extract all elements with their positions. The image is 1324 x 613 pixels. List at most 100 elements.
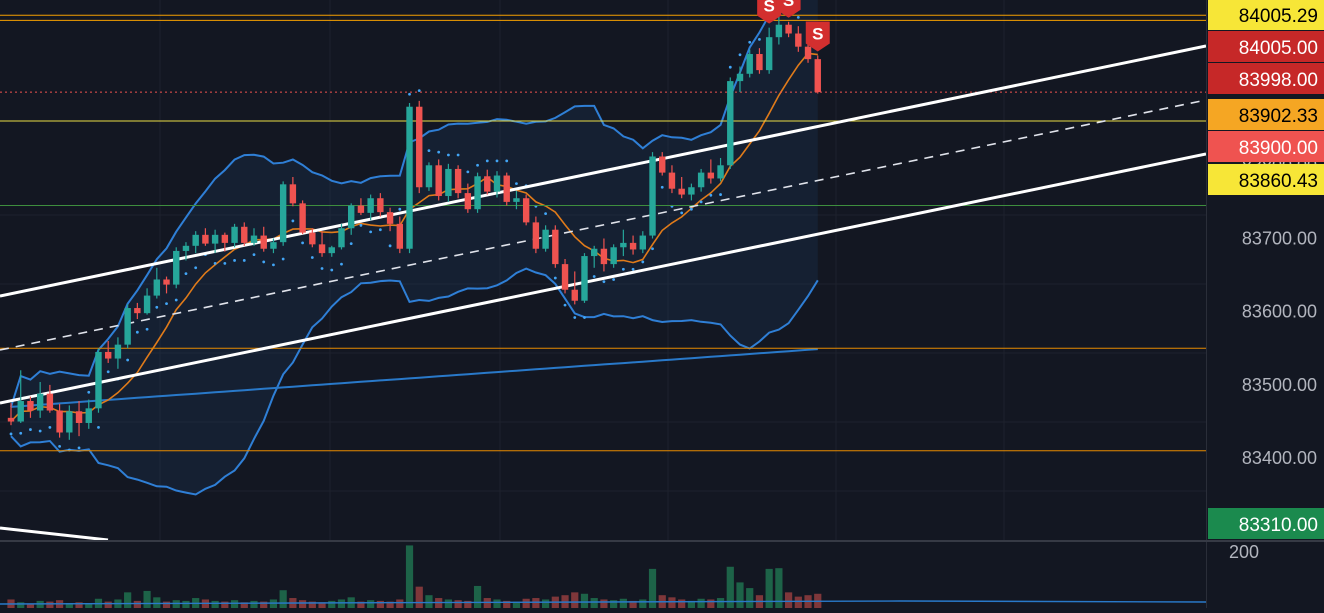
volume-chart-svg [0, 545, 1207, 608]
candle-body [513, 198, 520, 202]
candle-body [561, 264, 569, 290]
sar-dot [602, 280, 606, 284]
candle-body [7, 417, 15, 422]
candle [309, 228, 316, 248]
price-tag-box [1208, 99, 1324, 130]
sar-dot [19, 431, 23, 435]
volume-bar [328, 600, 336, 608]
volume-bar [405, 545, 414, 608]
sar-dot [242, 259, 246, 262]
volume-bar [143, 590, 151, 608]
candle [591, 245, 598, 268]
candle-body [75, 411, 83, 423]
volume-moving-average [0, 600, 1207, 605]
candle-body [386, 212, 394, 224]
price-tag: 83310.00 [1208, 508, 1324, 539]
channel-lower-line [0, 152, 1207, 405]
price-tick-label: 83500.00 [1242, 375, 1317, 395]
volume-bar [668, 597, 676, 608]
sell-signals: S SS [757, 0, 830, 52]
candle-body [211, 234, 219, 244]
candle-body [610, 247, 617, 265]
volume-bar [415, 586, 423, 608]
candle-body [435, 165, 442, 197]
candle-body [27, 401, 34, 411]
channel-middle-line [0, 99, 1207, 351]
candle [163, 276, 170, 294]
regression-channel [0, 44, 1207, 542]
price-tag-label: 83860.43 [1239, 171, 1318, 192]
candle-body [114, 344, 122, 359]
candle-body [270, 242, 277, 249]
candle [600, 238, 608, 272]
sar-dot [301, 241, 304, 245]
candle-body [542, 229, 549, 249]
candle-body [416, 106, 423, 188]
sar-dot [476, 163, 479, 167]
sar-dot [641, 260, 645, 264]
candle-body [532, 222, 540, 249]
volume-bar [299, 600, 307, 608]
volume-bar [794, 596, 802, 608]
candle [299, 200, 306, 235]
candle [620, 229, 627, 257]
candle-body [785, 24, 792, 34]
candle-body [795, 33, 802, 47]
candle-body [522, 198, 530, 223]
sar-dot [58, 445, 61, 448]
candle [814, 55, 821, 94]
candle-body [279, 184, 287, 243]
sar-dot [796, 16, 800, 19]
price-tag-box [1208, 31, 1324, 62]
sar-dot [456, 153, 460, 157]
volume-bar [687, 600, 695, 608]
candle [66, 405, 73, 440]
candle [678, 176, 685, 199]
candle-body [620, 242, 627, 248]
price-tag-box [1208, 0, 1324, 30]
sar-dot [544, 212, 547, 216]
volume-bar [571, 592, 579, 608]
candle [484, 169, 491, 195]
sar-dot [378, 228, 382, 232]
candle [173, 247, 180, 289]
candle-body [445, 168, 452, 197]
candle-body [493, 175, 501, 192]
price-axis[interactable]: 83800.0083700.0083600.0083500.0083400.00… [1206, 0, 1324, 608]
price-chart-svg[interactable]: S SS [0, 0, 1207, 542]
channel-upper-line [0, 44, 1207, 298]
volume-bar [357, 601, 365, 608]
candle-body [66, 411, 73, 433]
sell-signal-marker: S [776, 0, 801, 18]
volume-bar [240, 602, 248, 608]
sar-dot [38, 429, 42, 433]
sar-dot [719, 193, 722, 196]
candle-body [163, 279, 170, 285]
volume-pane[interactable] [0, 542, 1207, 608]
sar-dot [417, 89, 421, 93]
volume-bar [600, 599, 608, 608]
volume-bar [153, 597, 161, 608]
candle [357, 198, 365, 216]
candle [464, 183, 472, 213]
volume-bar [75, 602, 83, 608]
candle-body [143, 295, 151, 314]
sar-dot [728, 65, 732, 69]
sar-dot [388, 244, 392, 248]
candle [27, 396, 34, 418]
candle [668, 165, 676, 194]
sar-dot [748, 40, 752, 44]
horizontal-levels [0, 14, 1206, 452]
candle [348, 203, 355, 235]
candle-body [173, 250, 180, 285]
candle [406, 103, 413, 254]
candle [736, 66, 744, 93]
sar-dot [621, 267, 625, 271]
candle-body [153, 279, 160, 296]
pane-divider[interactable] [0, 540, 1324, 542]
candle [639, 231, 646, 254]
volume-bar [318, 602, 326, 608]
candle-body [678, 188, 685, 195]
candle-body [338, 228, 345, 248]
